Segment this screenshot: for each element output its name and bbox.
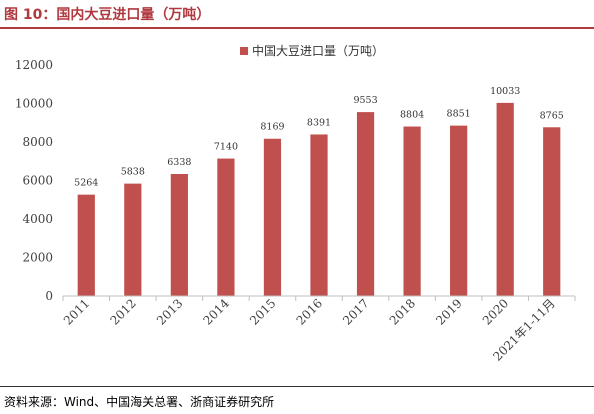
- x-tick-label: 2016: [294, 296, 325, 327]
- bar: [124, 183, 142, 296]
- x-tick-label: 2014: [201, 296, 233, 328]
- figure-title: 图 10：国内大豆进口量（万吨）: [4, 7, 211, 23]
- data-label: 6338: [167, 157, 191, 168]
- chart-legend: 中国大豆进口量（万吨）: [240, 43, 384, 58]
- y-tick-label: 6000: [22, 174, 53, 188]
- bar: [310, 134, 328, 296]
- x-tick-label: 2013: [154, 296, 185, 327]
- bar: [170, 173, 188, 296]
- data-label: 5838: [121, 167, 145, 178]
- y-tick-label: 10000: [15, 97, 53, 111]
- data-label: 5264: [74, 178, 98, 189]
- x-tick-label: 2011: [61, 296, 92, 327]
- footer-rule: [0, 386, 594, 387]
- bar: [263, 138, 282, 296]
- y-tick-label: 4000: [22, 212, 53, 226]
- data-label: 9553: [353, 95, 377, 106]
- x-tick-label: 2018: [387, 296, 418, 327]
- bar: [77, 194, 95, 296]
- bar: [543, 127, 561, 297]
- bar: [496, 102, 514, 297]
- data-label: 8765: [540, 110, 564, 121]
- bar: [217, 158, 235, 296]
- data-label: 8804: [400, 110, 424, 121]
- legend-label: 中国大豆进口量（万吨）: [252, 43, 384, 58]
- data-label: 8851: [447, 109, 471, 120]
- source-note: 资料来源：Wind、中国海关总署、浙商证券研究所: [4, 395, 275, 409]
- data-label: 10033: [490, 86, 520, 97]
- bar: [403, 126, 421, 296]
- x-axis: 2011 2012 2013 2014 2015 2016 2017 2018 2019 2020…: [61, 295, 576, 364]
- bar: [356, 112, 375, 296]
- bars: 5264 5838 6338 7140 8169 8391 9553 8804 8851 1003…: [74, 86, 564, 297]
- legend-swatch: [240, 47, 248, 55]
- y-tick-label: 12000: [15, 58, 53, 72]
- title-rule: [0, 27, 594, 29]
- data-label: 7140: [214, 142, 238, 153]
- y-tick-label: 2000: [22, 251, 53, 265]
- bar-chart: 中国大豆进口量（万吨） 020004000600080001000012000 …: [15, 43, 576, 364]
- y-tick-label: 8000: [22, 135, 53, 149]
- x-tick-label: 2015: [247, 296, 278, 327]
- y-axis: 0 2000 4000 6000 8000 10000 12000: [15, 58, 53, 303]
- x-tick-label: 2012: [107, 296, 138, 327]
- x-tick-label: 2017: [340, 296, 371, 327]
- y-tick-label: 0: [45, 289, 53, 303]
- x-tick-label: 2019: [433, 296, 464, 327]
- data-label: 8391: [307, 117, 331, 128]
- data-label: 8169: [260, 122, 284, 133]
- x-tick-label: 2020: [480, 296, 511, 327]
- bar: [450, 125, 468, 296]
